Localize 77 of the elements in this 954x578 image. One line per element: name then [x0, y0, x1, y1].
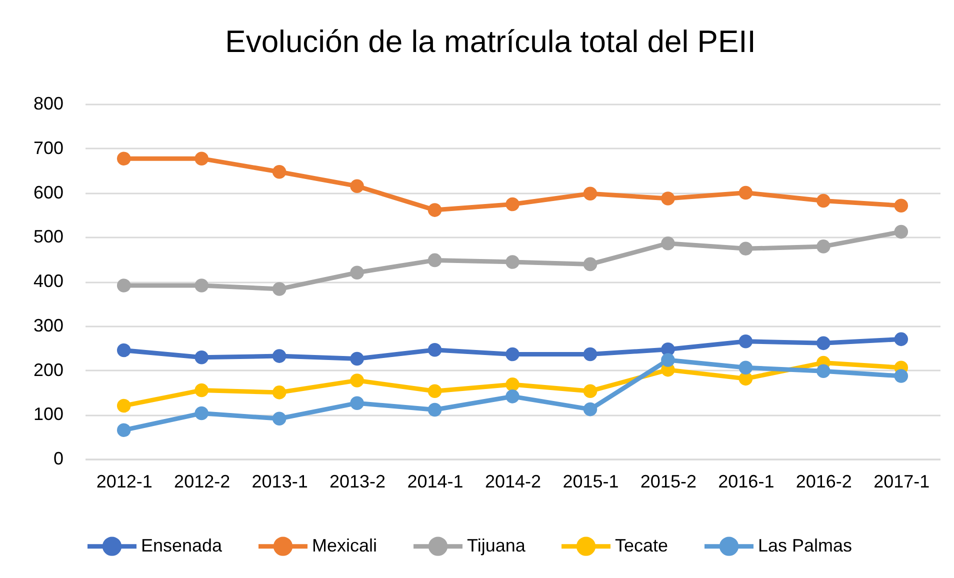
x-tick-label: 2014-2 [484, 472, 542, 492]
point [350, 179, 364, 193]
point [894, 198, 908, 212]
point [661, 353, 675, 367]
point [116, 423, 131, 438]
point [583, 257, 598, 272]
point [194, 152, 208, 166]
point [194, 383, 208, 398]
point [272, 386, 286, 400]
x-tick-label: 2014-1 [407, 472, 464, 492]
x-tick-label: 2017-1 [874, 472, 930, 492]
legend-label: Las Palmas [758, 535, 852, 556]
point [816, 240, 830, 254]
point [272, 349, 286, 363]
point [350, 266, 364, 280]
x-tick-label: 2012-1 [96, 472, 152, 492]
point [894, 224, 908, 239]
point [738, 360, 753, 374]
y-tick-label: 600 [33, 182, 64, 202]
y-tick-label: 0 [53, 448, 64, 468]
x-tick-label: 2015-2 [640, 472, 696, 492]
point [816, 336, 830, 350]
point [738, 334, 753, 348]
point [350, 352, 364, 366]
point [583, 402, 598, 416]
y-tick-label: 500 [33, 226, 64, 247]
point [428, 203, 442, 217]
point [506, 197, 520, 212]
point [428, 342, 442, 357]
point [661, 236, 675, 250]
legend-label: Mexicali [312, 535, 378, 556]
point [506, 347, 520, 362]
point [583, 186, 598, 201]
point [583, 384, 598, 398]
y-tick-label: 200 [33, 360, 64, 380]
point [116, 343, 131, 358]
y-tick-label: 100 [33, 404, 64, 424]
point [194, 278, 208, 292]
y-tick-label: 800 [33, 94, 64, 114]
point [506, 390, 520, 404]
point [816, 194, 830, 208]
y-tick-label: 300 [33, 315, 64, 336]
point [194, 406, 208, 420]
x-tick-label: 2012-2 [174, 472, 230, 492]
x-tick-label: 2016-2 [796, 472, 852, 492]
y-tick-label: 700 [33, 138, 64, 158]
y-tick-label: 400 [33, 271, 64, 291]
point [506, 378, 520, 392]
point [272, 282, 286, 296]
x-tick-label: 2016-1 [718, 472, 774, 492]
point [428, 384, 442, 398]
point [428, 253, 442, 268]
legend-label: Ensenada [141, 535, 224, 556]
x-tick-label: 2013-1 [252, 472, 308, 492]
point [116, 398, 131, 413]
point [894, 369, 908, 383]
chart-title: Evolución de la matrícula total del PEII [225, 24, 756, 59]
point [194, 350, 208, 364]
point [583, 347, 598, 362]
point [272, 412, 286, 426]
x-tick-label: 2013-2 [330, 472, 386, 492]
point [428, 402, 442, 417]
point [816, 364, 830, 378]
point [116, 152, 131, 166]
point [350, 396, 364, 410]
x-tick-label: 2015-1 [562, 472, 619, 492]
point [738, 242, 753, 256]
point [272, 165, 286, 179]
point [738, 372, 753, 386]
point [506, 255, 520, 269]
legend-label: Tecate [615, 535, 668, 556]
point [738, 186, 753, 200]
legend-label: Tijuana [467, 535, 526, 556]
point [116, 278, 131, 292]
point [894, 332, 908, 346]
point [661, 192, 675, 206]
point [350, 374, 364, 388]
